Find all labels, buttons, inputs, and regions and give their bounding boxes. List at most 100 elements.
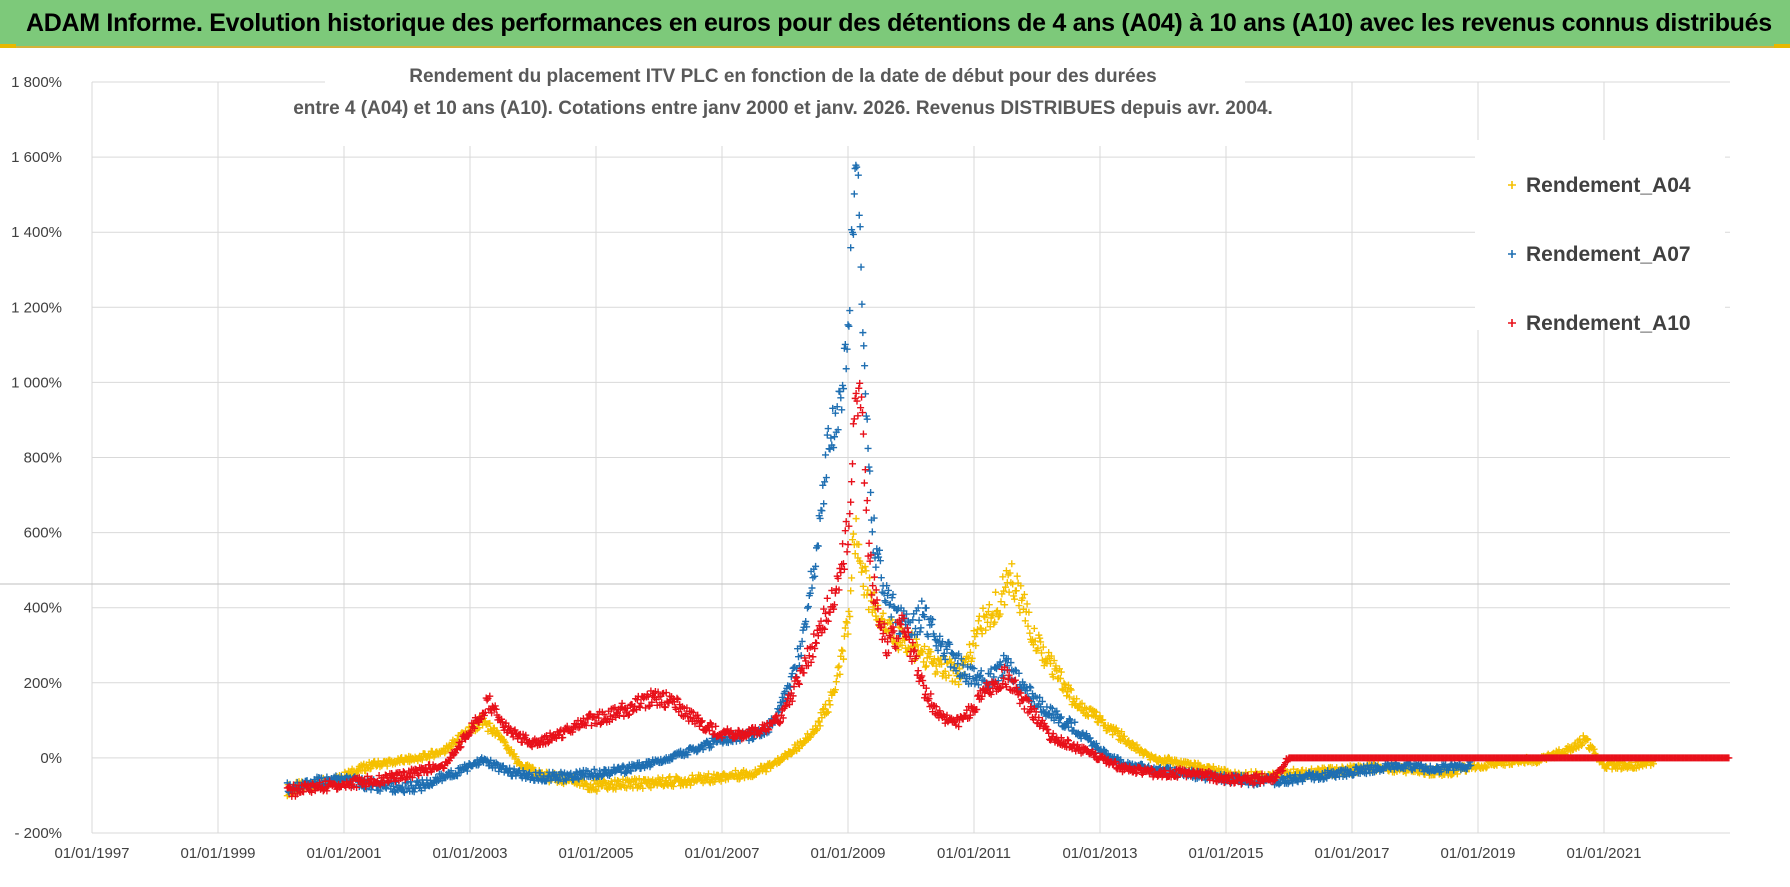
data-point-Rendement_A07 — [909, 616, 917, 624]
data-point-Rendement_A07 — [808, 584, 816, 592]
data-point-Rendement_A04 — [929, 660, 937, 668]
data-point-Rendement_A04 — [852, 515, 860, 523]
data-point-Rendement_A10 — [662, 689, 670, 697]
data-point-Rendement_A10 — [615, 712, 623, 720]
data-point-Rendement_A07 — [822, 451, 829, 459]
data-point-Rendement_A07 — [886, 600, 894, 608]
data-point-Rendement_A04 — [1056, 675, 1064, 683]
data-point-Rendement_A10 — [987, 690, 995, 698]
data-point-Rendement_A10 — [912, 652, 920, 660]
data-point-Rendement_A04 — [647, 784, 655, 792]
data-point-Rendement_A10 — [840, 560, 847, 568]
data-point-Rendement_A07 — [506, 764, 514, 772]
data-point-Rendement_A10 — [779, 714, 787, 722]
data-point-Rendement_A04 — [982, 626, 990, 634]
data-point-Rendement_A10 — [687, 714, 694, 722]
data-point-Rendement_A10 — [906, 652, 914, 660]
data-point-Rendement_A04 — [859, 582, 867, 590]
data-point-Rendement_A10 — [424, 769, 432, 777]
data-point-Rendement_A10 — [837, 569, 845, 577]
data-point-Rendement_A04 — [507, 746, 515, 754]
data-point-Rendement_A04 — [1590, 745, 1598, 753]
data-point-Rendement_A10 — [776, 719, 784, 727]
data-point-Rendement_A07 — [986, 670, 994, 678]
data-point-Rendement_A07 — [957, 655, 965, 663]
data-point-Rendement_A10 — [820, 605, 828, 613]
data-point-Rendement_A07 — [876, 557, 884, 565]
data-point-Rendement_A07 — [940, 649, 948, 657]
data-point-Rendement_A10 — [830, 605, 838, 613]
data-point-Rendement_A10 — [569, 728, 577, 736]
data-point-Rendement_A04 — [1038, 649, 1045, 657]
data-point-Rendement_A10 — [300, 788, 307, 796]
data-point-Rendement_A04 — [426, 754, 433, 762]
data-point-Rendement_A10 — [836, 565, 844, 573]
data-point-Rendement_A10 — [932, 703, 940, 711]
data-point-Rendement_A10 — [814, 632, 822, 640]
data-point-Rendement_A10 — [858, 409, 866, 417]
data-point-Rendement_A07 — [1083, 730, 1090, 738]
data-point-Rendement_A10 — [756, 730, 764, 738]
data-point-Rendement_A04 — [858, 568, 865, 576]
data-point-Rendement_A07 — [399, 787, 407, 795]
data-point-Rendement_A07 — [1027, 684, 1035, 692]
data-point-Rendement_A07 — [976, 671, 984, 679]
data-point-Rendement_A04 — [975, 617, 982, 625]
data-point-Rendement_A07 — [838, 406, 846, 414]
data-point-Rendement_A07 — [946, 640, 954, 648]
data-point-Rendement_A07 — [858, 300, 866, 308]
data-point-Rendement_A07 — [947, 663, 955, 671]
data-point-Rendement_A04 — [816, 722, 824, 730]
data-point-Rendement_A07 — [804, 604, 811, 612]
data-point-Rendement_A10 — [764, 725, 772, 733]
data-point-Rendement_A07 — [903, 610, 910, 618]
data-point-Rendement_A04 — [997, 598, 1005, 606]
data-point-Rendement_A07 — [474, 761, 482, 769]
data-point-Rendement_A04 — [529, 764, 537, 772]
x-tick-label: 01/01/2003 — [432, 845, 507, 862]
data-point-Rendement_A07 — [1092, 740, 1100, 748]
data-point-Rendement_A07 — [596, 767, 604, 775]
data-point-Rendement_A10 — [1003, 666, 1011, 674]
data-point-Rendement_A07 — [684, 751, 692, 759]
data-point-Rendement_A04 — [831, 686, 839, 694]
data-point-Rendement_A04 — [989, 610, 997, 618]
chart-title-background — [325, 66, 1245, 146]
data-point-Rendement_A10 — [518, 738, 526, 746]
data-point-Rendement_A10 — [696, 722, 703, 730]
data-point-Rendement_A07 — [971, 680, 979, 688]
data-point-Rendement_A10 — [308, 788, 316, 796]
data-point-Rendement_A04 — [666, 773, 674, 781]
data-point-Rendement_A04 — [615, 778, 622, 786]
data-point-Rendement_A04 — [1099, 716, 1107, 724]
data-point-Rendement_A07 — [822, 474, 830, 482]
data-point-Rendement_A04 — [1092, 708, 1100, 716]
data-point-Rendement_A07 — [1417, 760, 1425, 768]
data-point-Rendement_A04 — [1057, 668, 1065, 676]
data-point-Rendement_A04 — [832, 678, 840, 686]
data-point-Rendement_A07 — [1401, 765, 1409, 773]
data-point-Rendement_A07 — [855, 211, 863, 219]
data-point-Rendement_A10 — [857, 404, 865, 412]
data-point-Rendement_A04 — [1482, 764, 1490, 772]
data-point-Rendement_A07 — [803, 623, 811, 631]
x-tick-label: 01/01/1999 — [180, 845, 255, 862]
data-point-Rendement_A10 — [895, 616, 903, 624]
data-point-Rendement_A04 — [687, 781, 694, 789]
y-tick-label: 600% — [24, 525, 62, 542]
data-point-Rendement_A04 — [576, 781, 584, 789]
data-point-Rendement_A10 — [1148, 765, 1156, 773]
data-point-Rendement_A04 — [912, 635, 920, 643]
data-point-Rendement_A10 — [831, 601, 838, 609]
data-point-Rendement_A04 — [1065, 693, 1073, 701]
data-point-Rendement_A07 — [1332, 773, 1340, 781]
data-point-Rendement_A04 — [866, 574, 874, 582]
data-point-Rendement_A04 — [872, 612, 880, 620]
data-point-Rendement_A04 — [383, 762, 391, 770]
data-point-Rendement_A04 — [663, 780, 671, 788]
data-point-Rendement_A04 — [820, 705, 828, 713]
data-point-Rendement_A04 — [1016, 609, 1024, 617]
data-point-Rendement_A10 — [826, 608, 834, 616]
data-point-Rendement_A04 — [717, 777, 725, 785]
data-point-Rendement_A04 — [1020, 590, 1028, 598]
